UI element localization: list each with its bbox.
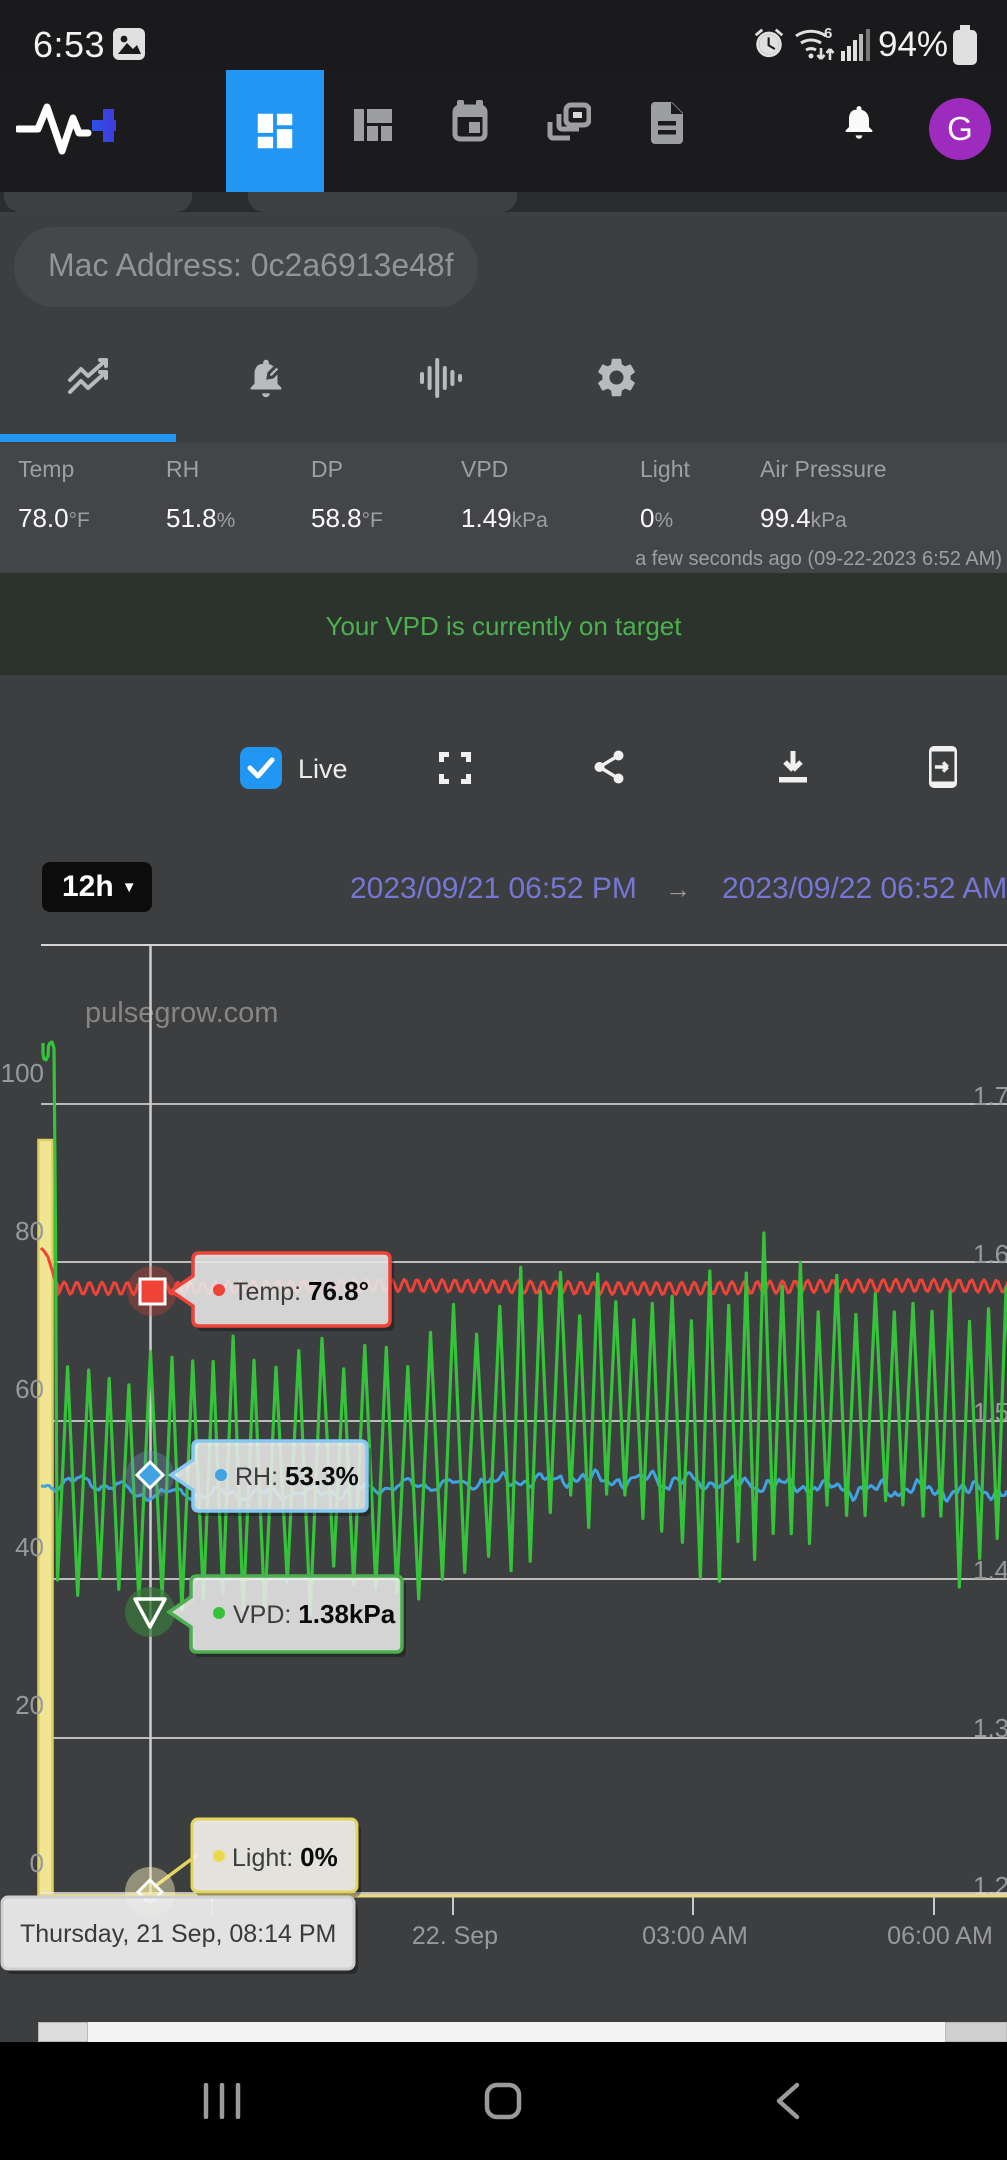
svg-text:VPD: 1.38kPa: VPD: 1.38kPa [233,1599,396,1629]
svg-text:1.6: 1.6 [973,1239,1007,1269]
svg-text:60: 60 [15,1374,44,1404]
svg-text:Temp: 76.8°: Temp: 76.8° [233,1276,369,1306]
svg-text:1.4: 1.4 [973,1555,1007,1585]
svg-text:Light: 0%: Light: 0% [232,1842,338,1872]
svg-text:06:00 AM: 06:00 AM [887,1922,993,1950]
svg-text:40: 40 [15,1532,44,1562]
svg-text:pulsegrow.com: pulsegrow.com [85,997,278,1029]
svg-text:Thursday, 21 Sep, 08:14 PM: Thursday, 21 Sep, 08:14 PM [20,1920,336,1948]
svg-text:1.7: 1.7 [973,1081,1007,1111]
svg-text:03:00 AM: 03:00 AM [642,1922,748,1950]
svg-text:6: 6 [824,25,832,42]
svg-text:100: 100 [1,1058,44,1088]
svg-text:20: 20 [15,1690,44,1720]
svg-text:22. Sep: 22. Sep [412,1922,498,1950]
svg-text:80: 80 [15,1216,44,1246]
svg-text:1.3: 1.3 [973,1713,1007,1743]
svg-text:0: 0 [30,1848,44,1878]
svg-text:RH: 53.3%: RH: 53.3% [235,1461,359,1491]
